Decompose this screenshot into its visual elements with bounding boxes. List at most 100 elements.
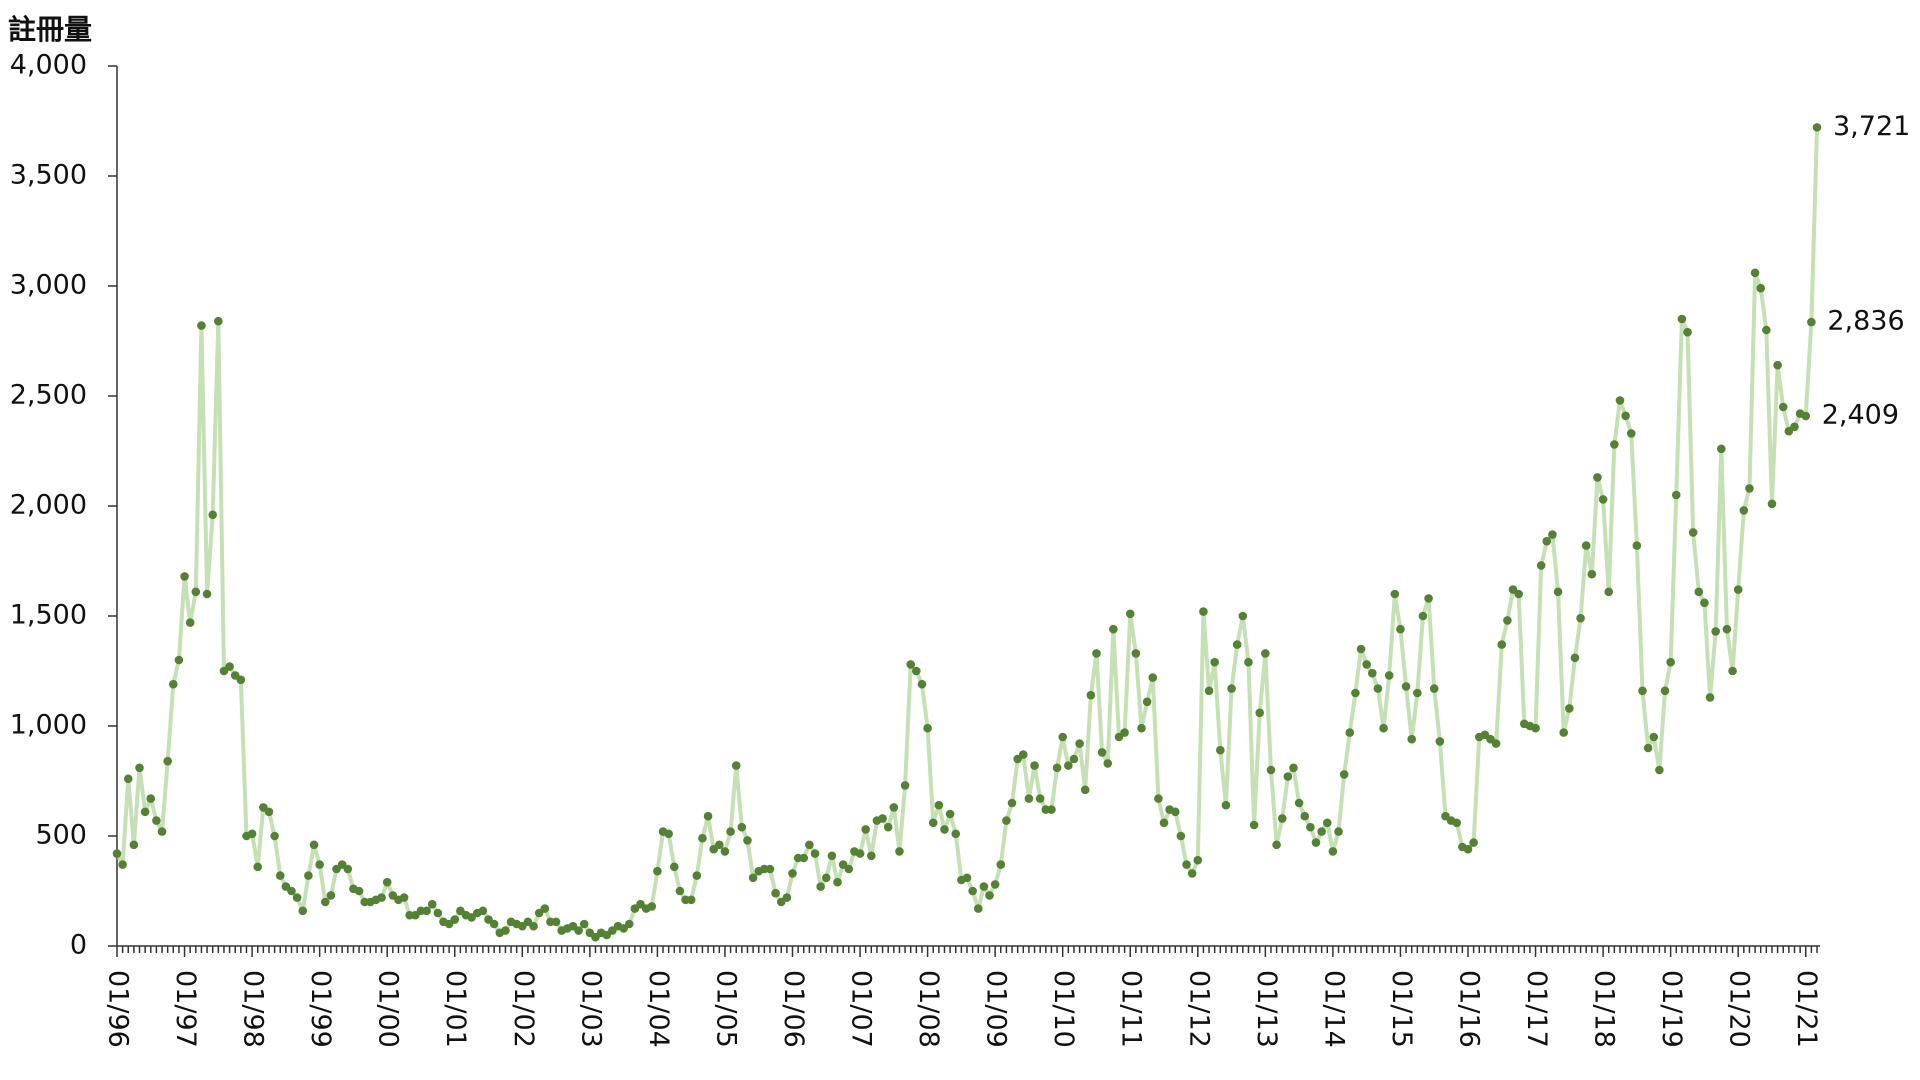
data-point: [1581, 541, 1591, 550]
x-tick-label: 01/19: [1656, 970, 1687, 1048]
x-tick-label: 01/00: [373, 970, 404, 1048]
data-point: [883, 822, 893, 832]
data-point: [1064, 761, 1073, 770]
x-tick-label: 01/97: [170, 970, 201, 1048]
x-tick-label: 01/02: [508, 970, 539, 1048]
data-point: [985, 891, 994, 900]
data-point: [1739, 506, 1749, 515]
data-point: [1773, 360, 1782, 370]
data-point: [1418, 611, 1428, 621]
x-tick-label: 01/99: [305, 970, 336, 1048]
data-point: [168, 679, 178, 689]
data-point: [653, 866, 662, 876]
data-point: [1120, 728, 1129, 737]
data-point: [900, 781, 910, 790]
data-point: [1199, 607, 1208, 616]
data-point: [275, 871, 285, 880]
data-point: [1244, 657, 1253, 667]
data-point: [1643, 743, 1653, 753]
data-point: [1413, 688, 1422, 698]
data-point: [1424, 594, 1433, 603]
x-tick-label: 01/15: [1386, 970, 1417, 1048]
data-point: [1069, 754, 1079, 764]
data-point: [624, 919, 634, 929]
x-tick-label: 01/98: [238, 970, 269, 1048]
data-point: [214, 316, 223, 326]
data-point: [1531, 723, 1540, 733]
data-point: [1576, 613, 1585, 623]
data-point: [1131, 649, 1141, 658]
x-tick-label: 01/21: [1791, 970, 1822, 1048]
data-point: [698, 833, 707, 843]
data-point: [833, 877, 842, 887]
x-tick-label: 01/14: [1318, 970, 1349, 1048]
data-point: [1401, 682, 1411, 691]
data-point: [574, 926, 583, 935]
data-point: [720, 847, 730, 856]
data-point: [1390, 589, 1400, 599]
x-tick-label: 01/11: [1116, 970, 1147, 1048]
y-tick-label: 2,000: [10, 490, 87, 521]
data-point: [1322, 818, 1332, 828]
data-point: [427, 899, 437, 909]
data-point: [1221, 800, 1231, 810]
data-point: [1339, 770, 1349, 779]
data-point: [743, 836, 752, 845]
data-point: [270, 831, 279, 841]
data-point: [422, 906, 431, 916]
data-point: [1086, 690, 1096, 700]
data-point: [844, 864, 854, 874]
data-point: [1514, 589, 1523, 599]
data-point: [1565, 704, 1574, 713]
data-point: [1379, 723, 1388, 733]
data-point: [1497, 640, 1507, 649]
data-point: [1722, 624, 1732, 634]
data-point: [123, 774, 133, 784]
data-point: [129, 840, 139, 850]
data-point: [1587, 569, 1597, 579]
data-point: [326, 891, 336, 900]
data-point: [1373, 684, 1383, 693]
data-point: [703, 811, 713, 821]
x-tick-label: 01/18: [1589, 970, 1620, 1048]
data-point: [253, 862, 263, 872]
y-tick-label: 1,000: [10, 710, 87, 741]
data-point: [1626, 429, 1636, 438]
data-point: [1142, 697, 1152, 707]
data-point: [287, 886, 296, 896]
x-tick-label: 01/13: [1251, 970, 1282, 1048]
data-point: [923, 723, 932, 733]
data-point: [236, 675, 246, 685]
data-point: [1294, 798, 1304, 808]
data-point: [737, 822, 747, 832]
data-point: [1745, 484, 1754, 493]
data-point: [1452, 818, 1462, 828]
data-point: [1503, 616, 1512, 625]
data-point: [1109, 624, 1118, 634]
data-point: [152, 816, 161, 825]
data-point: [1717, 444, 1726, 454]
data-point: [1655, 765, 1664, 775]
data-point: [1638, 686, 1647, 696]
data-point: [821, 873, 831, 883]
x-tick-label: 01/96: [103, 970, 134, 1048]
data-point: [1249, 820, 1259, 830]
data-point: [771, 888, 780, 898]
data-point: [1182, 860, 1191, 869]
data-point: [298, 906, 308, 916]
data-line: [115, 127, 1819, 940]
data-point: [1559, 728, 1568, 737]
data-point: [1491, 739, 1501, 748]
data-point: [478, 906, 488, 916]
data-point: [202, 589, 212, 599]
data-point: [799, 853, 809, 863]
data-point: [1688, 528, 1698, 537]
value-label: 2,409: [1822, 400, 1899, 431]
data-point: [1615, 396, 1625, 405]
data-point: [675, 886, 685, 896]
x-tick-label: 01/03: [575, 970, 606, 1048]
data-point: [1649, 732, 1659, 742]
data-point: [1750, 268, 1760, 278]
data-point: [1210, 657, 1219, 667]
